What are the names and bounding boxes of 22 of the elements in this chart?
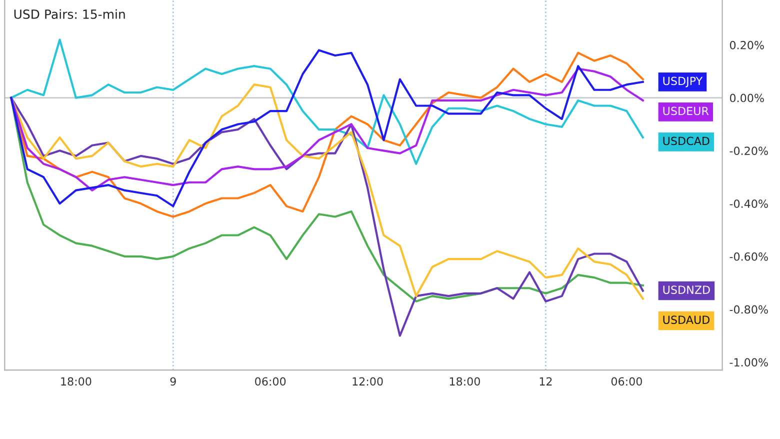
text: USDAUD (663, 316, 710, 324)
y-tick-label: -0.20% (730, 146, 768, 156)
series-label: USDEUR (663, 106, 709, 116)
y-tick-label: -1.00% (730, 358, 768, 367)
y-tick-label: -0.80% (730, 305, 768, 314)
x-tick-label: 06:00 (255, 377, 286, 386)
x-tick-label: 18:00 (450, 377, 480, 386)
series-label: USDJPY (663, 76, 703, 88)
x-tick-label: 06:00 (611, 377, 642, 386)
y-tick-label: -0.60% (730, 252, 768, 261)
series-label: USDCAD (663, 136, 710, 146)
y-tick-label: -0.40% (730, 200, 768, 208)
x-tick-label: 12:00 (352, 377, 383, 386)
line-series (10, 68, 644, 192)
text: USD Pairs: 15-min (14, 9, 125, 19)
line-series (10, 38, 644, 165)
y-tick-label: 0.00% (730, 94, 764, 102)
series-label: USDNZD (663, 286, 710, 294)
x-tick-label: 18:00 (61, 377, 92, 386)
x-tick-label: 12 (540, 377, 552, 386)
x-tick-label: 9 (170, 377, 176, 386)
y-tick-label: 0.20% (730, 40, 764, 50)
